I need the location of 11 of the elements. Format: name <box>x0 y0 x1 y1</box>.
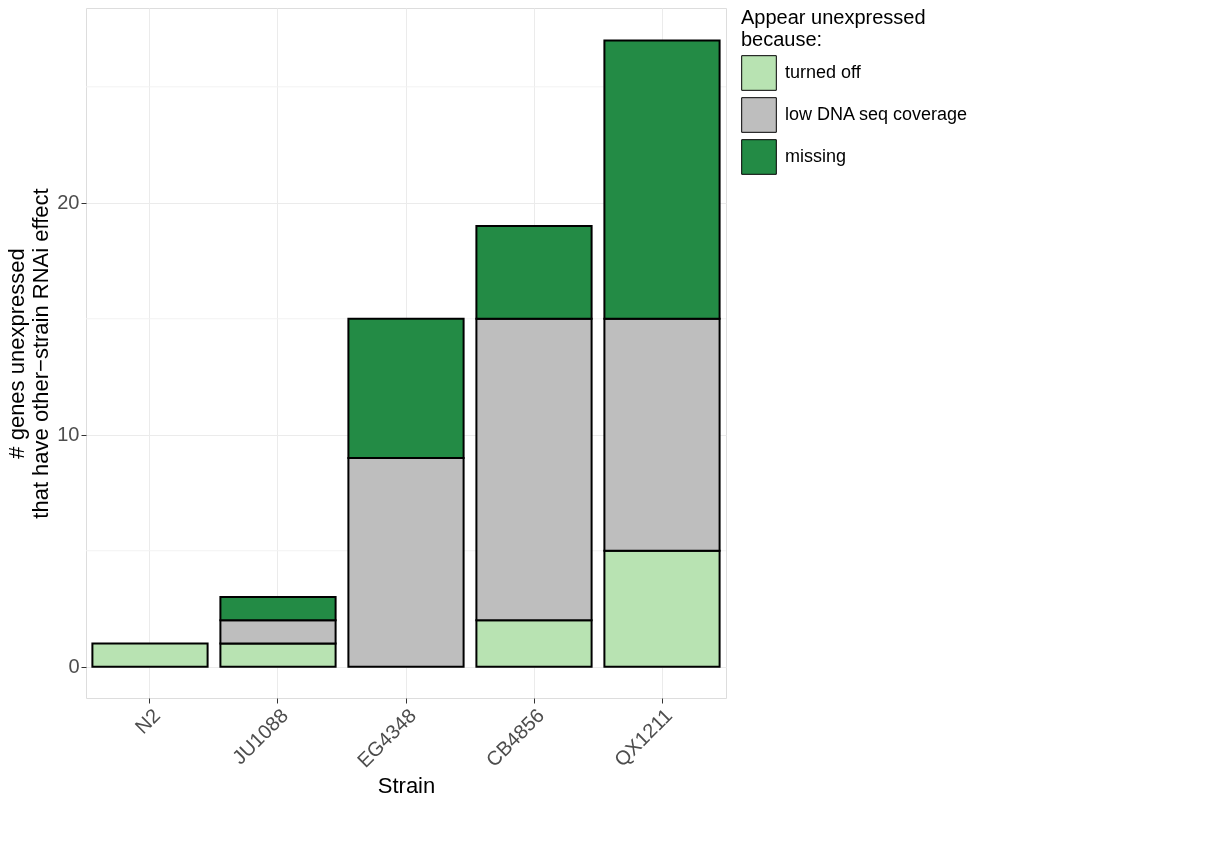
y-tick-label: 0 <box>68 655 80 678</box>
legend-label: missing <box>785 146 847 166</box>
legend-label: turned off <box>785 62 862 82</box>
y-axis-title: # genes unexpressed that have other−strain RNAi effect <box>4 188 54 519</box>
legend-title: Appear unexpressed because: <box>741 6 926 50</box>
y-tick-label: 20 <box>57 191 80 214</box>
x-tick-label: N2 <box>130 704 165 738</box>
x-axis-title: Strain <box>377 772 436 798</box>
legend-label: low DNA seq coverage <box>785 104 968 124</box>
bar <box>91 642 209 668</box>
y-tick-label: 10 <box>57 423 80 446</box>
